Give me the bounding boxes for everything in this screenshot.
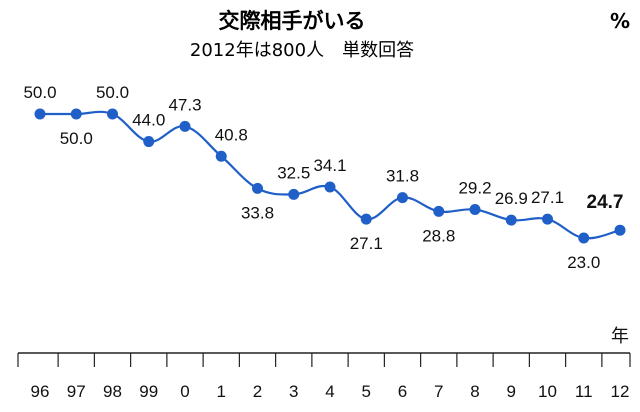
data-label: 26.9 (495, 189, 528, 208)
data-label: 50.0 (60, 129, 93, 148)
data-point (70, 108, 82, 120)
data-label: 33.8 (241, 203, 274, 222)
x-tick-label: 98 (103, 382, 122, 401)
data-point (179, 120, 191, 132)
y-axis-unit: % (610, 9, 630, 33)
data-point (360, 213, 372, 225)
chart-subtitle: 2012年は800人 単数回答 (190, 40, 414, 61)
data-label: 50.0 (96, 83, 129, 102)
data-point (288, 188, 300, 200)
data-label: 47.3 (168, 95, 201, 114)
x-tick-label: 2 (253, 382, 262, 401)
x-tick-label: 12 (611, 382, 630, 401)
data-label: 23.0 (567, 253, 600, 272)
x-tick-label: 11 (575, 382, 593, 401)
x-tick-label: 9 (507, 382, 516, 401)
data-label: 40.8 (215, 125, 248, 144)
x-tick-label: 6 (398, 382, 407, 401)
series-points (34, 108, 626, 244)
x-tick-label: 5 (362, 382, 371, 401)
data-point (397, 192, 408, 204)
x-tick-label: 4 (325, 382, 334, 401)
data-label: 29.2 (458, 179, 491, 198)
data-label: 27.1 (350, 234, 383, 253)
x-tick-label: 10 (538, 382, 557, 401)
x-tick-label: 96 (31, 382, 50, 401)
data-point (107, 108, 118, 120)
data-labels: 50.050.050.044.047.340.833.832.5 34.127.1… (23, 83, 623, 272)
chart-title: 交際相手がいる (219, 9, 366, 33)
x-tick-label: 3 (289, 382, 298, 401)
x-axis-unit: 年 (611, 326, 629, 347)
data-label: 44.0 (132, 111, 165, 130)
data-point (324, 181, 336, 193)
x-tick-label: 7 (434, 382, 443, 401)
x-tick-label: 97 (67, 382, 86, 401)
series-line-path (40, 110, 621, 240)
data-point (252, 182, 263, 194)
data-label: 24.7 (587, 192, 624, 213)
data-point (34, 108, 46, 120)
data-label: 31.8 (386, 167, 419, 186)
data-point (578, 232, 590, 244)
data-point (469, 204, 481, 216)
series-line (40, 110, 621, 240)
data-label: 28.8 (422, 226, 455, 245)
data-label: 50.0 (23, 83, 56, 102)
data-point (542, 213, 553, 225)
x-tick-label: 8 (470, 382, 479, 401)
data-label: 32.5 (277, 163, 310, 182)
data-point (614, 224, 626, 236)
data-label: 34.1 (313, 156, 346, 175)
data-point (215, 150, 227, 162)
data-label: 27.1 (531, 188, 564, 207)
x-tick-label: 1 (217, 382, 226, 401)
x-tick-label: 99 (139, 382, 158, 401)
x-tick-label: 0 (180, 382, 189, 401)
data-point (505, 214, 517, 226)
data-point (433, 205, 445, 217)
data-point (143, 136, 155, 148)
x-axis: 96 97 98 99 0 1 2 3 4 5 6 7 8 9 10 11 12 (17, 352, 631, 401)
